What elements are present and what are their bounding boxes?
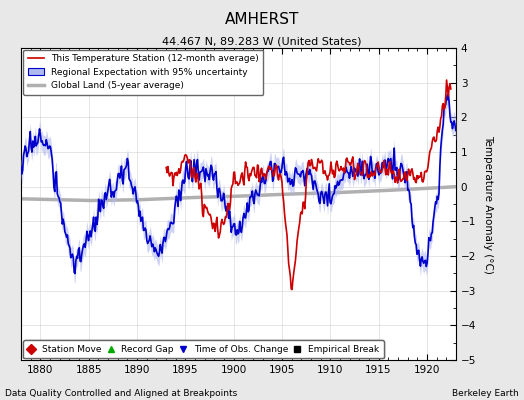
Text: Berkeley Earth: Berkeley Earth — [452, 389, 519, 398]
Text: AMHERST: AMHERST — [225, 12, 299, 27]
Text: 44.467 N, 89.283 W (United States): 44.467 N, 89.283 W (United States) — [162, 36, 362, 46]
Text: Data Quality Controlled and Aligned at Breakpoints: Data Quality Controlled and Aligned at B… — [5, 389, 237, 398]
Legend: Station Move, Record Gap, Time of Obs. Change, Empirical Break: Station Move, Record Gap, Time of Obs. C… — [23, 340, 384, 358]
Y-axis label: Temperature Anomaly (°C): Temperature Anomaly (°C) — [483, 134, 493, 274]
